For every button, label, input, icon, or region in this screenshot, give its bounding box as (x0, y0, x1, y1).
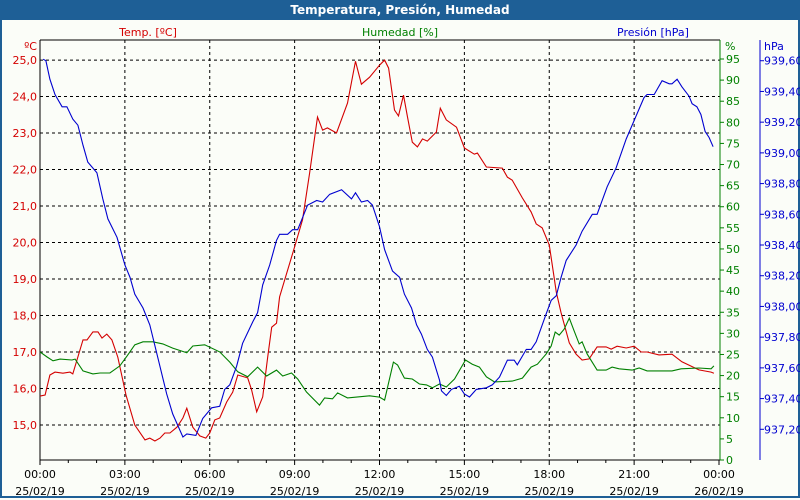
hum-tick-label: 55 (726, 222, 740, 235)
hum-axis-header: Humedad [%] (362, 26, 438, 39)
hum-tick-label: 10 (726, 412, 740, 425)
x-tick-time: 15:00 (449, 468, 481, 481)
pres-tick-label: 939,00 (764, 147, 800, 160)
temp-tick-label: 17,0 (13, 346, 38, 359)
pres-tick-label: 938,00 (764, 300, 800, 313)
pres-tick-label: 937,40 (764, 393, 800, 406)
temp-tick-label: 19,0 (13, 273, 38, 286)
temp-unit: ºC (24, 40, 37, 53)
x-tick-time: 18:00 (533, 468, 565, 481)
pres-tick-label: 938,80 (764, 178, 800, 191)
pres-tick-label: 937,80 (764, 331, 800, 344)
hum-unit: % (725, 40, 735, 53)
x-tick-date: 25/02/19 (440, 485, 489, 498)
pres-axis-header: Presión [hPa] (617, 26, 689, 39)
series-line-temp (39, 59, 715, 442)
hum-tick-label: 50 (726, 243, 740, 256)
x-tick-date: 25/02/19 (100, 485, 149, 498)
hum-tick-label: 25 (726, 348, 740, 361)
x-tick-time: 06:00 (194, 468, 226, 481)
x-tick-date: 25/02/19 (609, 485, 658, 498)
x-tick-date: 25/02/19 (185, 485, 234, 498)
x-tick-time: 00:00 (703, 468, 735, 481)
temp-tick-label: 24,0 (13, 91, 38, 104)
hum-tick-label: 90 (726, 74, 740, 87)
x-tick-date: 25/02/19 (15, 485, 64, 498)
pres-tick-label: 939,20 (764, 116, 800, 129)
hum-tick-label: 30 (726, 327, 740, 340)
temp-tick-label: 20,0 (13, 237, 38, 250)
hum-tick-label: 20 (726, 370, 740, 383)
x-tick-time: 21:00 (618, 468, 650, 481)
x-tick-date: 25/02/19 (270, 485, 319, 498)
x-tick-time: 00:00 (24, 468, 56, 481)
pres-tick-label: 938,60 (764, 208, 800, 221)
hum-tick-label: 95 (726, 53, 740, 66)
x-tick-date: 26/02/19 (694, 485, 743, 498)
hum-tick-label: 65 (726, 180, 740, 193)
pres-unit: hPa (764, 40, 784, 53)
x-tick-time: 09:00 (279, 468, 311, 481)
x-tick-time: 12:00 (364, 468, 396, 481)
hum-tick-label: 40 (726, 285, 740, 298)
pres-tick-label: 937,60 (764, 362, 800, 375)
pres-tick-label: 937,20 (764, 423, 800, 436)
hum-tick-label: 0 (726, 454, 733, 467)
temp-tick-label: 16,0 (13, 382, 38, 395)
x-tick-date: 25/02/19 (525, 485, 574, 498)
x-tick-time: 03:00 (109, 468, 141, 481)
temp-tick-label: 25,0 (13, 54, 38, 67)
temp-tick-label: 18,0 (13, 309, 38, 322)
temp-tick-label: 23,0 (13, 127, 38, 140)
hum-tick-label: 80 (726, 116, 740, 129)
pres-tick-label: 938,20 (764, 270, 800, 283)
temp-tick-label: 21,0 (13, 200, 38, 213)
temp-axis-header: Temp. [ºC] (118, 26, 177, 39)
hum-tick-label: 60 (726, 201, 740, 214)
window-title: Temperatura, Presión, Humedad (0, 0, 800, 20)
temp-tick-label: 22,0 (13, 164, 38, 177)
hum-tick-label: 35 (726, 306, 740, 319)
pres-tick-label: 939,60 (764, 55, 800, 68)
x-tick-date: 25/02/19 (355, 485, 404, 498)
temp-tick-label: 15,0 (13, 419, 38, 432)
series-line-pres (42, 58, 714, 438)
pres-tick-label: 938,40 (764, 239, 800, 252)
hum-tick-label: 75 (726, 137, 740, 150)
hum-tick-label: 45 (726, 264, 740, 277)
hum-tick-label: 70 (726, 159, 740, 172)
hum-tick-label: 15 (726, 391, 740, 404)
hum-tick-label: 85 (726, 95, 740, 108)
series-line-hum (39, 316, 715, 406)
hum-tick-label: 5 (726, 433, 733, 446)
pres-tick-label: 939,40 (764, 85, 800, 98)
